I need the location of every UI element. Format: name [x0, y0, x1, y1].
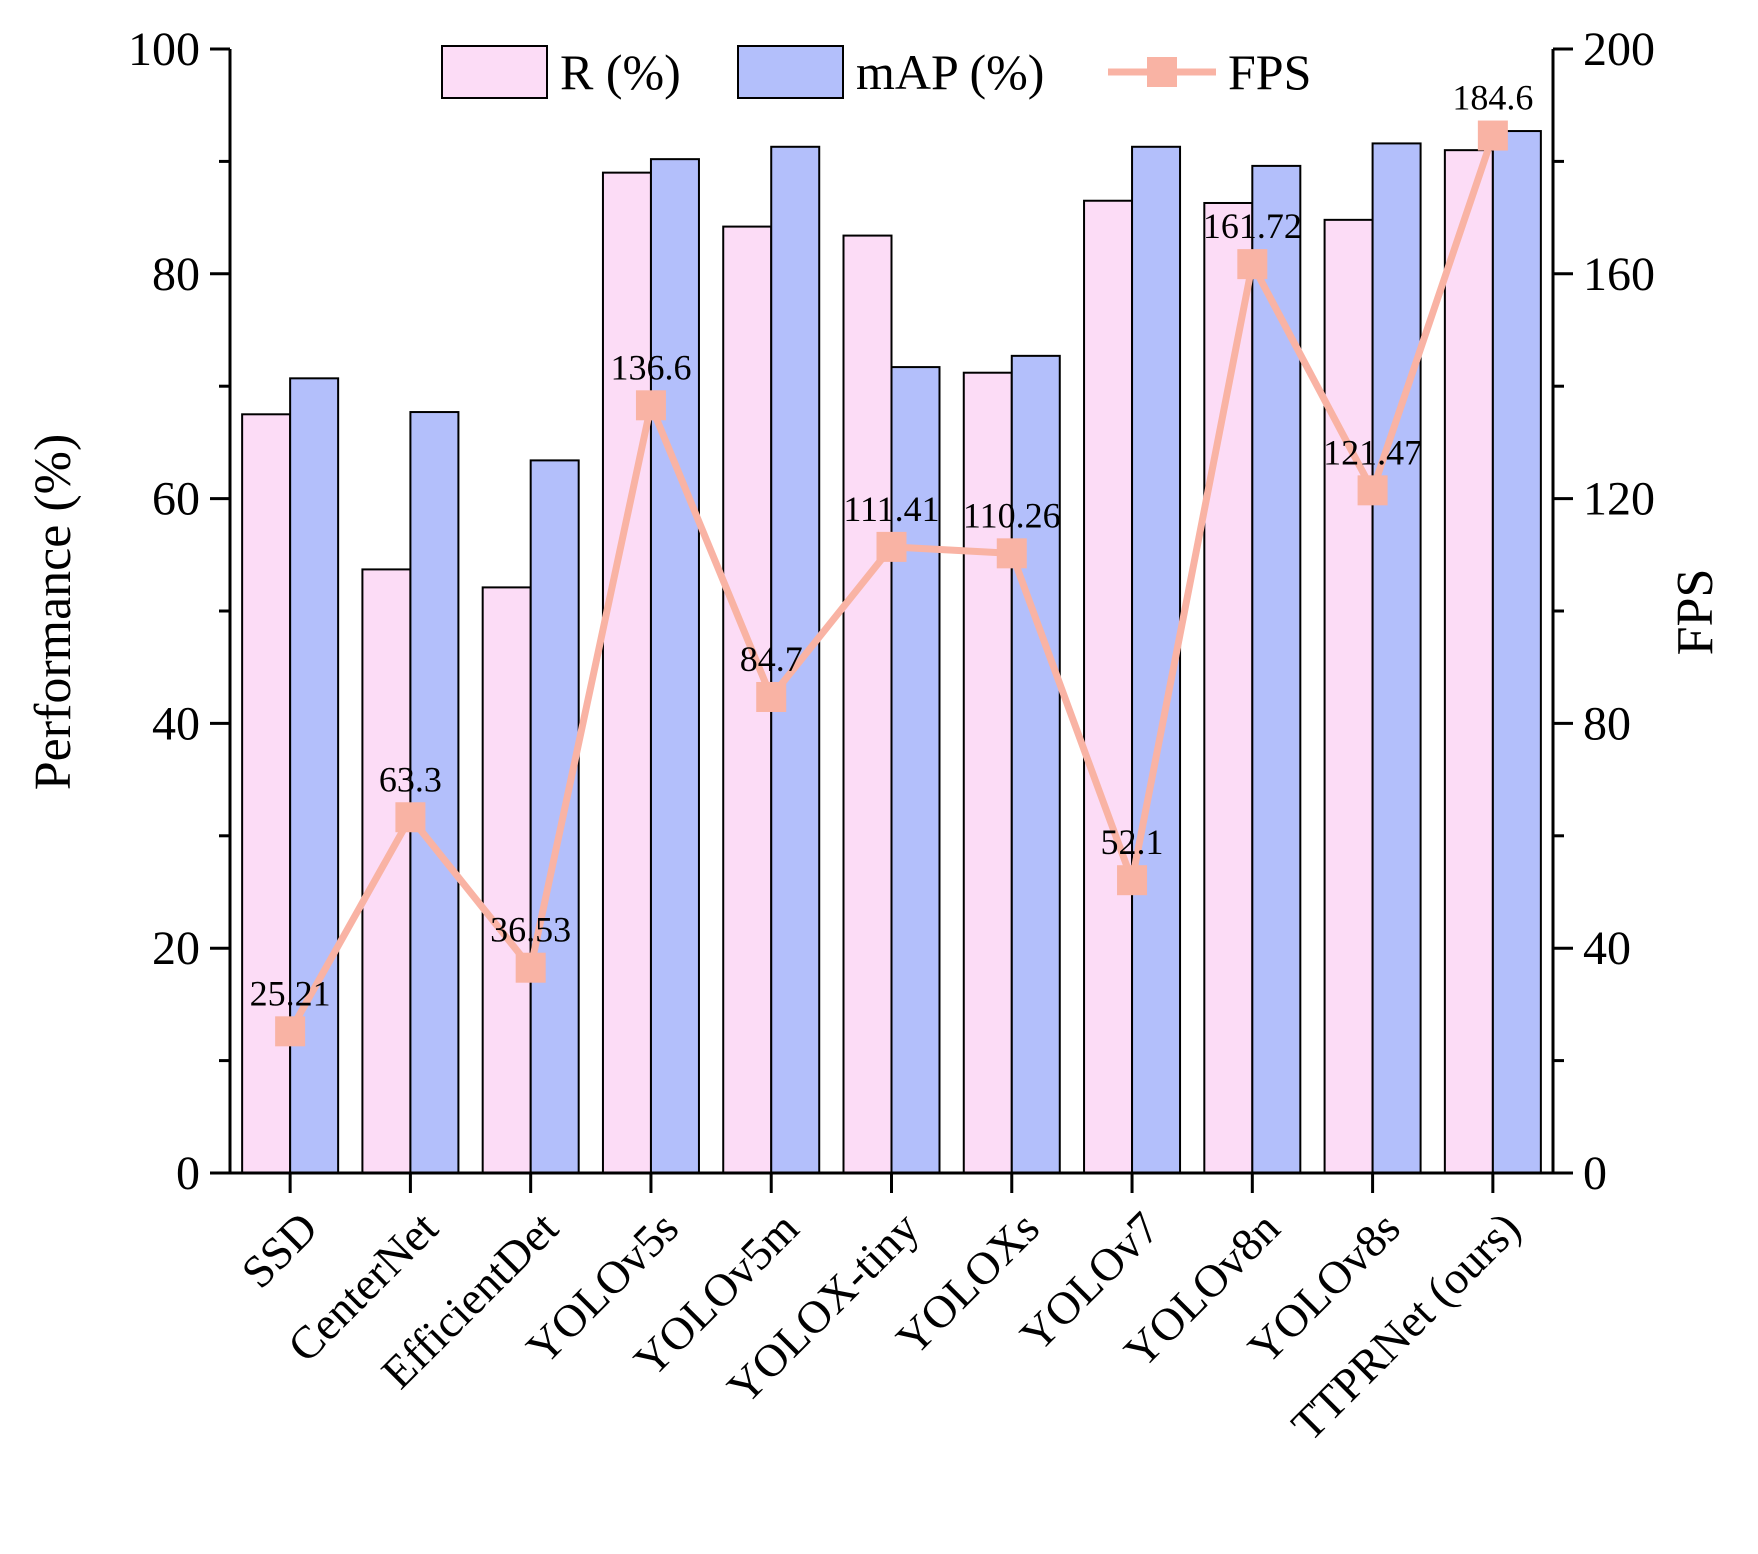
- fps-point-0: [275, 1016, 306, 1047]
- bar-map-9: [1371, 142, 1422, 1174]
- legend-marker-fps: [1147, 57, 1177, 87]
- bar-map-5: [890, 366, 941, 1175]
- fps-line-layer: [275, 120, 1508, 1047]
- y2-tick-label: 120: [1583, 473, 1655, 526]
- y-tick-label: 100: [128, 23, 200, 76]
- legend: R (%) mAP (%) FPS: [441, 44, 1311, 100]
- bar-r-1: [361, 568, 412, 1174]
- y2-tick-label: 160: [1583, 248, 1655, 301]
- fps-data-label-2: 36.53: [490, 910, 571, 950]
- fps-point-7: [1117, 865, 1148, 896]
- bar-map-2: [529, 459, 580, 1175]
- fps-data-label-1: 63.3: [379, 759, 442, 799]
- bar-r-0: [241, 413, 292, 1174]
- legend-swatch-map: [737, 45, 844, 99]
- bar-r-7: [1083, 199, 1134, 1175]
- y2-tick-label: 200: [1583, 23, 1655, 76]
- bar-r-8: [1203, 201, 1254, 1175]
- bar-r-6: [962, 371, 1013, 1175]
- bar-r-5: [842, 234, 893, 1175]
- fps-data-label-10: 184.6: [1452, 78, 1533, 118]
- bars-layer: [241, 130, 1542, 1175]
- fps-point-4: [756, 681, 787, 712]
- fps-data-label-3: 136.6: [610, 347, 691, 387]
- fps-point-10: [1477, 120, 1508, 151]
- y2-tick-label: 80: [1583, 697, 1631, 750]
- bar-map-0: [289, 377, 340, 1175]
- legend-swatch-r: [441, 45, 548, 99]
- bar-map-8: [1251, 164, 1302, 1174]
- legend-label-map: mAP (%): [856, 44, 1044, 100]
- bar-r-2: [481, 586, 532, 1174]
- axes-layer: [210, 47, 1573, 1193]
- y-tick-label: 20: [152, 922, 200, 975]
- fps-data-label-0: 25.21: [250, 973, 331, 1013]
- y-tick-label: 0: [176, 1147, 200, 1200]
- bar-r-9: [1323, 218, 1374, 1174]
- fps-point-9: [1357, 475, 1388, 506]
- fps-data-label-7: 52.1: [1101, 822, 1164, 862]
- bar-map-4: [770, 145, 821, 1175]
- y2-tick-label: 40: [1583, 922, 1631, 975]
- bar-r-10: [1443, 149, 1494, 1175]
- fps-point-1: [395, 802, 426, 833]
- fps-data-label-8: 161.72: [1203, 206, 1302, 246]
- bar-map-3: [649, 158, 700, 1175]
- y-tick-label: 80: [152, 248, 200, 301]
- fps-data-label-6: 110.26: [963, 495, 1061, 535]
- fps-point-3: [635, 390, 666, 421]
- legend-label-r: R (%): [560, 44, 681, 100]
- fps-point-6: [996, 538, 1027, 569]
- fps-point-8: [1237, 249, 1268, 280]
- y2-tick-label: 0: [1583, 1147, 1607, 1200]
- fps-point-2: [515, 952, 546, 983]
- y-tick-label: 40: [152, 697, 200, 750]
- x-tick-label: SSD: [231, 1202, 327, 1298]
- legend-label-fps: FPS: [1228, 44, 1311, 100]
- bar-map-6: [1010, 354, 1061, 1174]
- fps-data-label-4: 84.7: [740, 639, 803, 679]
- y-tick-label: 60: [152, 473, 200, 526]
- fps-data-label-5: 111.41: [843, 489, 939, 529]
- fps-point-5: [876, 531, 907, 562]
- y-axis-title: Performance (%): [25, 434, 82, 791]
- bar-r-3: [601, 171, 652, 1174]
- bar-map-1: [409, 411, 460, 1174]
- bar-map-10: [1491, 130, 1542, 1174]
- y2-axis-title: FPS: [1667, 569, 1724, 656]
- fps-data-label-9: 121.47: [1323, 432, 1422, 472]
